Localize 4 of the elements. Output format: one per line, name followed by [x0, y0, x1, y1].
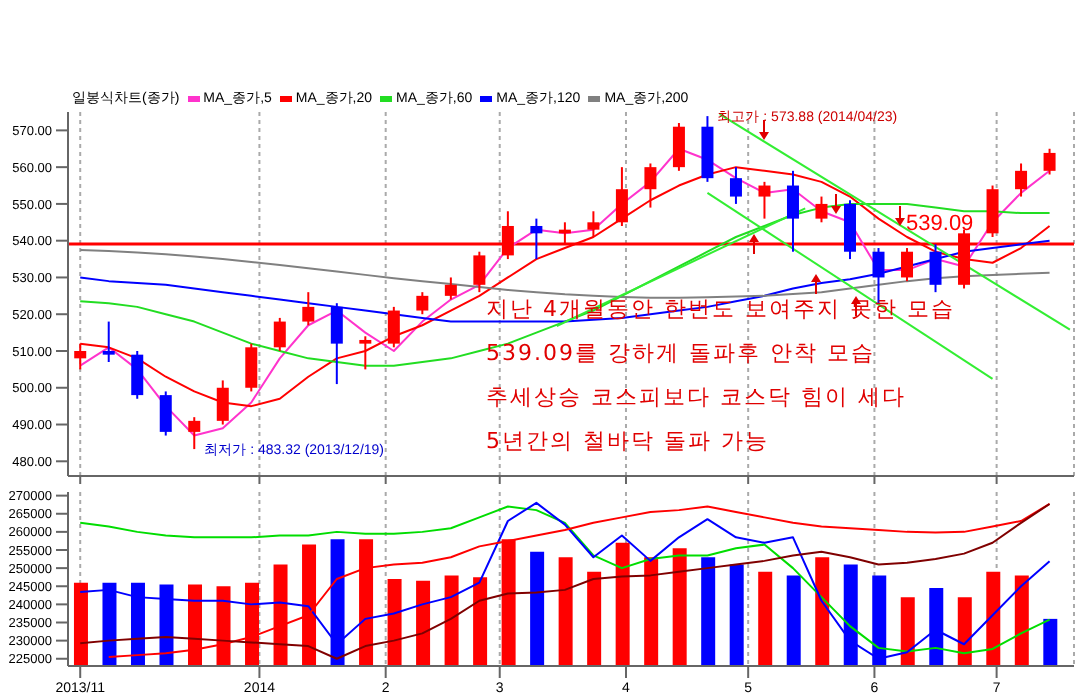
annotation: 539.09를 강하게 돌파후 안착 모습	[486, 338, 877, 370]
annotation: 5년간의 철바닥 돌파 가능	[486, 426, 771, 458]
annotation: 추세상승 코스피보다 코스닥 힘이 세다	[486, 382, 908, 414]
ref-line-label: 539.09	[906, 212, 974, 237]
